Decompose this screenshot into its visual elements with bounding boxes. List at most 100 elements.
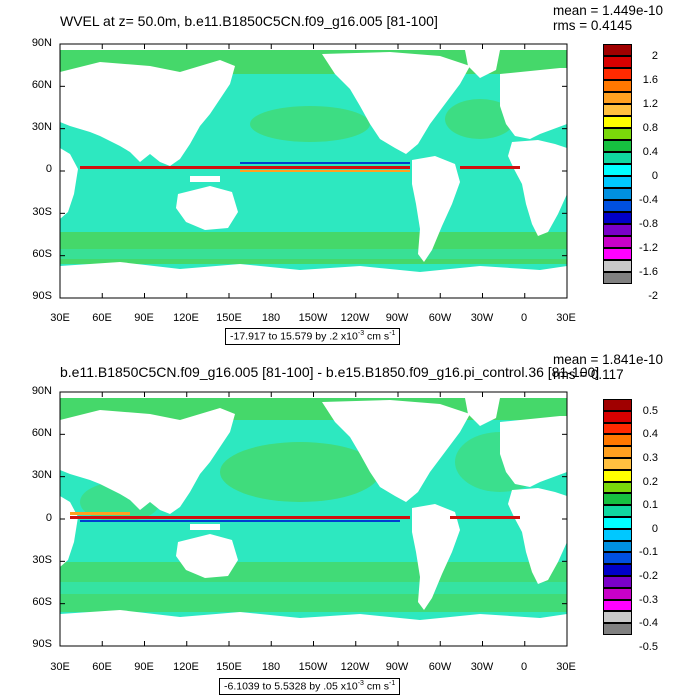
colorbar-swatch bbox=[603, 188, 632, 200]
lon-label: 150E bbox=[216, 661, 242, 673]
colorbar-label: 0.4 bbox=[642, 146, 658, 158]
south-cyan-band bbox=[60, 249, 567, 259]
colorbar-swatch bbox=[603, 623, 632, 635]
africa-land bbox=[508, 488, 567, 584]
europe-land bbox=[500, 416, 567, 487]
lat-label: 60S bbox=[32, 596, 52, 608]
colorbar-swatch bbox=[603, 164, 632, 176]
colorbar-swatch bbox=[603, 434, 632, 447]
lon-label: 150E bbox=[216, 312, 242, 324]
panel-2-mean: mean = 1.841e-10 bbox=[553, 352, 663, 367]
colorbar-swatch bbox=[603, 505, 632, 517]
colorbar-swatch bbox=[603, 236, 632, 248]
lon-label: 90W bbox=[385, 661, 409, 673]
colorbar-label: 0.4 bbox=[642, 428, 658, 441]
colorbar-swatch bbox=[603, 68, 632, 80]
lat-label: 60N bbox=[31, 79, 52, 91]
colorbar-label: 1.6 bbox=[642, 74, 658, 86]
south-america-land bbox=[412, 156, 460, 262]
equatorial-negative bbox=[80, 520, 400, 522]
panel-1-title: WVEL at z= 50.0m, b.e11.B1850C5CN.f09_g1… bbox=[60, 13, 438, 29]
colorbar-swatch bbox=[603, 200, 632, 212]
lat-label: 90S bbox=[32, 290, 52, 302]
lon-label: 30E bbox=[556, 661, 576, 673]
colorbar-label: 2 bbox=[651, 50, 658, 62]
greenland-land bbox=[465, 398, 500, 426]
lon-label: 120W bbox=[340, 661, 370, 673]
colorbar-swatch bbox=[603, 56, 632, 68]
colorbar-swatch bbox=[603, 540, 632, 553]
colorbar-swatch bbox=[603, 224, 632, 236]
colorbar-label: 0.5 bbox=[642, 404, 658, 417]
colorbar-label: -0.4 bbox=[639, 617, 658, 630]
colorbar-swatch bbox=[603, 44, 632, 56]
colorbar-label: 0.2 bbox=[642, 475, 658, 488]
colorbar-label: -2 bbox=[648, 290, 658, 302]
australia-land bbox=[176, 186, 238, 230]
colorbar-label: 0 bbox=[651, 522, 658, 535]
greenland-land bbox=[465, 50, 500, 78]
colorbar-swatch bbox=[603, 410, 632, 423]
colorbar-label: -1.6 bbox=[639, 266, 658, 278]
colorbar-swatch bbox=[603, 611, 632, 624]
colorbar-label: -0.5 bbox=[639, 640, 658, 653]
colorbar-label: 0.8 bbox=[642, 122, 658, 134]
panel-1-mean: mean = 1.449e-10 bbox=[553, 3, 663, 18]
lon-label: 150W bbox=[298, 312, 328, 324]
colorbar-swatch bbox=[603, 152, 632, 164]
lon-label: 120W bbox=[340, 312, 370, 324]
colorbar-swatch bbox=[603, 116, 632, 128]
colorbar-swatch bbox=[603, 92, 632, 104]
lon-label: 0 bbox=[520, 661, 528, 673]
lon-label: 0 bbox=[520, 312, 528, 324]
colorbar-label: 0.3 bbox=[642, 452, 658, 464]
lon-label: 150W bbox=[298, 661, 328, 673]
panel-2-map bbox=[59, 391, 568, 647]
colorbar-swatch bbox=[603, 552, 632, 565]
colorbar-label: -0.2 bbox=[639, 570, 658, 582]
colorbar-swatch bbox=[603, 493, 632, 506]
panel-2-title: b.e11.B1850C5CN.f09_g16.005 [81-100] - b… bbox=[60, 364, 600, 380]
north-america-land bbox=[322, 400, 470, 502]
panel-1-range-box: -17.917 to 15.579 by .2 x10-3 cm s-1 bbox=[225, 328, 401, 345]
lon-label: 30E bbox=[50, 312, 70, 324]
lat-label: 30N bbox=[31, 469, 52, 481]
lon-label: 60W bbox=[428, 661, 452, 673]
australia-land bbox=[176, 534, 238, 578]
colorbar-swatch bbox=[603, 469, 632, 482]
colorbar-label: -0.4 bbox=[639, 194, 658, 206]
antarctica-land bbox=[60, 610, 567, 646]
africa-left-part bbox=[60, 148, 78, 219]
colorbar-swatch bbox=[603, 446, 632, 458]
colorbar-swatch bbox=[603, 422, 632, 435]
panel-1-colorbar bbox=[603, 44, 632, 284]
lon-label: 30E bbox=[50, 661, 70, 673]
colorbar-swatch bbox=[603, 599, 632, 612]
eurasia-land bbox=[60, 408, 235, 514]
colorbar-swatch bbox=[603, 80, 632, 92]
lat-label: 90N bbox=[31, 385, 52, 397]
colorbar-swatch bbox=[603, 458, 632, 470]
lat-label: 0 bbox=[45, 512, 52, 524]
lon-label: 120E bbox=[173, 661, 199, 673]
panel-2-range-box: -6.1039 to 5.5328 by .05 x10-3 cm s-1 bbox=[219, 678, 401, 695]
southern-band bbox=[60, 232, 567, 264]
colorbar-swatch bbox=[603, 176, 632, 188]
lat-label: 60N bbox=[31, 427, 52, 439]
lat-label: 90N bbox=[31, 37, 52, 49]
colorbar-swatch bbox=[603, 140, 632, 152]
lon-label: 90W bbox=[385, 312, 409, 324]
europe-land bbox=[500, 68, 567, 139]
lon-label: 90E bbox=[134, 661, 154, 673]
colorbar-swatch bbox=[603, 564, 632, 576]
lon-label: 30W bbox=[470, 312, 494, 324]
lon-label: 30W bbox=[470, 661, 494, 673]
colorbar-swatch bbox=[603, 248, 632, 260]
lon-label: 180 bbox=[261, 661, 281, 673]
lat-label: 30N bbox=[31, 121, 52, 133]
colorbar-label: 0.1 bbox=[642, 499, 658, 512]
lon-label: 60E bbox=[92, 312, 112, 324]
colorbar-swatch bbox=[603, 399, 632, 411]
colorbar-swatch bbox=[603, 517, 632, 529]
lon-label: 120E bbox=[173, 312, 199, 324]
